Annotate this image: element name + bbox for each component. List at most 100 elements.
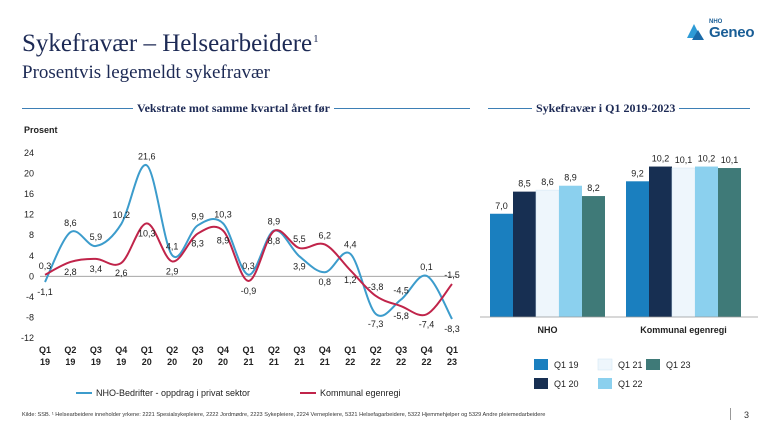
- data-label: 4,1: [166, 241, 179, 251]
- x-tick-year: 22: [371, 357, 381, 367]
- y-tick-label: -12: [21, 333, 34, 343]
- data-label: -5,8: [393, 311, 409, 321]
- legend-label-nho: NHO-Bedrifter - oppdrag i privat sektor: [96, 388, 250, 398]
- x-tick-quarter: Q1: [242, 345, 254, 355]
- data-label: 8,6: [64, 218, 77, 228]
- data-label: 2,9: [166, 266, 179, 276]
- legend-label: Q1 20: [554, 379, 579, 389]
- data-label: 10,3: [138, 228, 156, 238]
- y-tick-label: 12: [24, 210, 34, 220]
- data-label: 8,8: [268, 236, 281, 246]
- data-label: -7,4: [419, 319, 435, 329]
- bar: [490, 213, 513, 317]
- x-tick-quarter: Q1: [39, 345, 51, 355]
- x-tick-year: 19: [91, 357, 101, 367]
- data-label: 1,2: [344, 275, 357, 285]
- bar-value-label: 10,2: [698, 154, 716, 164]
- x-tick-quarter: Q3: [90, 345, 102, 355]
- page-title: Sykefravær – Helsearbeidere1: [22, 30, 319, 57]
- page-number: 3: [744, 410, 750, 420]
- x-tick-quarter: Q3: [192, 345, 204, 355]
- bar-value-label: 8,9: [564, 173, 577, 183]
- x-tick-year: 21: [269, 357, 279, 367]
- data-label: 10,3: [214, 209, 232, 219]
- x-tick-year: 19: [65, 357, 75, 367]
- line-chart: 24 20 16 12 8 4 0 -4 -8 -12 Q1 19 Q2 19 Q3 19 Q4 19 Q1 20 Q2…: [21, 148, 460, 398]
- x-tick-quarter: Q1: [141, 345, 153, 355]
- bar-value-label: 8,6: [541, 177, 554, 187]
- legend-swatch: [534, 378, 548, 389]
- bar-value-label: 7,0: [495, 201, 508, 211]
- x-tick-quarter: Q2: [370, 345, 382, 355]
- data-label: -0,9: [241, 286, 257, 296]
- data-label: 5,5: [293, 234, 306, 244]
- data-label: 10,2: [113, 210, 131, 220]
- bar-value-label: 10,1: [675, 155, 693, 165]
- data-label: 2,6: [115, 268, 128, 278]
- source-footnote: Kilde: SSB. ¹ Helsearbeidere inneholder …: [22, 412, 546, 418]
- bar: [718, 168, 741, 317]
- y-tick-label: -4: [26, 292, 34, 302]
- y-tick-label: 8: [29, 230, 34, 240]
- x-tick-year: 23: [447, 357, 457, 367]
- data-label: 8,3: [191, 239, 204, 249]
- x-tick-year: 22: [396, 357, 406, 367]
- data-label: 2,8: [64, 267, 77, 277]
- x-tick-quarter: Q4: [115, 345, 127, 355]
- series-line-nho: [44, 164, 453, 320]
- bar: [582, 196, 605, 317]
- x-tick-year: 21: [320, 357, 330, 367]
- bar-value-label: 10,2: [652, 154, 670, 164]
- y-tick-label: 20: [24, 169, 34, 179]
- geneo-logo-icon: [687, 24, 704, 40]
- x-tick-year: 20: [193, 357, 203, 367]
- data-label: 0,1: [420, 262, 433, 272]
- data-label: 0,3: [242, 261, 255, 271]
- x-tick-quarter: Q1: [446, 345, 458, 355]
- bar-value-label: 8,2: [587, 183, 600, 193]
- logo-top-text: NHO: [709, 19, 723, 25]
- x-tick-year: 21: [243, 357, 253, 367]
- legend-label: Q1 22: [618, 379, 643, 389]
- data-label: 0,3: [39, 261, 52, 271]
- x-tick-year: 21: [294, 357, 304, 367]
- x-tick-quarter: Q3: [293, 345, 305, 355]
- page-subtitle: Prosentvis legemeldt sykefravær: [22, 62, 271, 83]
- legend-label: Q1 23: [666, 360, 691, 370]
- data-label: -1,5: [444, 270, 460, 280]
- bar: [671, 167, 696, 318]
- data-label: -3,8: [368, 282, 384, 292]
- data-label: 0,8: [319, 277, 332, 287]
- legend-label: Q1 19: [554, 360, 579, 370]
- data-label: -4,5: [393, 285, 409, 295]
- x-tick-quarter: Q4: [217, 345, 229, 355]
- bar-category-label: Kommunal egenregi: [640, 325, 727, 335]
- x-tick-quarter: Q4: [421, 345, 433, 355]
- bar: [513, 191, 536, 317]
- data-label: 21,6: [138, 151, 156, 161]
- data-label: -7,3: [368, 319, 384, 329]
- data-label: 8,9: [268, 217, 281, 227]
- x-tick-year: 20: [218, 357, 228, 367]
- data-label: 5,9: [90, 232, 103, 242]
- bar-chart: 7,0 8,5 8,6 8,9 8,2 NHO 9,2 10,2 10,1 10,2 10,1 Kom…: [480, 154, 758, 389]
- bar-value-label: 8,5: [518, 179, 531, 189]
- y-tick-label: -8: [26, 312, 34, 322]
- data-label: 9,9: [191, 211, 204, 221]
- bar-value-label: 9,2: [631, 168, 644, 178]
- x-tick-year: 20: [167, 357, 177, 367]
- series-line-kommunal: [44, 222, 453, 317]
- data-label: -1,1: [37, 287, 53, 297]
- x-tick-quarter: Q2: [64, 345, 76, 355]
- line-chart-title: Vekstrate mot samme kvartal året før: [133, 101, 334, 116]
- page-divider: [730, 408, 731, 420]
- data-label: 3,9: [293, 261, 306, 271]
- y-tick-label: 4: [29, 251, 34, 261]
- y-tick-label: 16: [24, 189, 34, 199]
- bar: [626, 181, 649, 317]
- y-tick-label: 0: [29, 271, 34, 281]
- legend-swatch: [646, 359, 660, 370]
- bar: [695, 166, 718, 317]
- logo-main-text: Geneo: [709, 24, 755, 41]
- bar: [559, 185, 582, 317]
